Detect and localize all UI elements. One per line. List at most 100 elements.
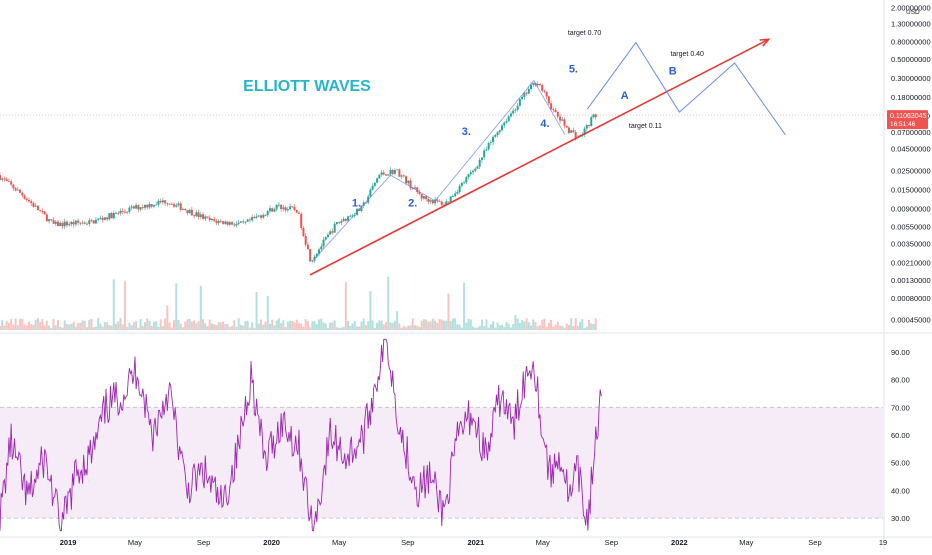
candle-body [61, 222, 64, 227]
volume-bar [155, 321, 158, 330]
candle-body [570, 130, 573, 133]
volume-bar [556, 321, 559, 330]
volume-bar [228, 327, 231, 330]
candle-body [7, 180, 10, 182]
candle-body [74, 220, 77, 225]
candle-body [79, 222, 82, 224]
candle-body [344, 218, 347, 221]
candle-body [159, 200, 162, 203]
volume-bar [110, 325, 113, 330]
volume-bar [61, 327, 64, 330]
rsi-tick-label: 90.00 [891, 348, 910, 357]
candle-body [561, 119, 564, 121]
candle-body [23, 195, 26, 199]
candle-body [391, 169, 394, 174]
candle-body [547, 96, 550, 104]
candle-body [309, 249, 312, 262]
candle-body [518, 99, 521, 106]
volume-bar [463, 282, 466, 330]
candle-body [59, 222, 62, 227]
volume-bar [574, 318, 577, 330]
volume-bar [115, 323, 118, 330]
candle-body [387, 174, 390, 176]
last-price-tag [887, 110, 928, 130]
volume-bar [126, 326, 129, 330]
volume-bar [144, 322, 147, 330]
candle-body [480, 157, 483, 160]
candle-body [349, 215, 352, 217]
candle-body [427, 199, 430, 202]
candle-body [222, 221, 225, 224]
volume-bar [389, 322, 392, 330]
volume-bar [235, 326, 238, 330]
time-tick-label: 2020 [263, 538, 280, 547]
volume-bar [458, 324, 461, 330]
volume-bar [559, 325, 562, 330]
wave-label: 1. [352, 197, 361, 209]
volume-bar [173, 319, 176, 330]
time-tick-label: Sep [401, 538, 414, 547]
candle-body [541, 85, 544, 91]
volume-bar [340, 327, 343, 330]
candle-body [583, 128, 586, 135]
volume-bar [583, 327, 586, 330]
volume-bar [74, 326, 77, 330]
volume-bar [117, 321, 120, 330]
volume-bar [393, 320, 396, 330]
candle-body [445, 201, 448, 206]
volume-bar [231, 325, 234, 330]
volume-bar [137, 327, 140, 330]
candle-body [458, 185, 461, 193]
candle-body [248, 219, 251, 221]
volume-bar [436, 322, 439, 330]
volume-bar [208, 319, 211, 330]
volume-bar [83, 320, 86, 330]
candle-body [204, 216, 207, 219]
volume-bar [177, 319, 180, 330]
trendline [309, 38, 770, 276]
candle-body [99, 217, 102, 219]
candle-body [472, 170, 475, 173]
volume-bar [516, 318, 519, 330]
price-tick-label: 0.30000000 [891, 74, 931, 83]
volume-bar [309, 327, 312, 330]
volume-bar [349, 326, 352, 330]
candle-body [152, 205, 155, 207]
volume-bar [79, 322, 82, 330]
volume-bar [476, 327, 479, 330]
volume-bar [128, 322, 131, 330]
volume-bar [333, 320, 336, 330]
candle-body [538, 83, 541, 86]
volume-bar [139, 319, 142, 330]
volume-bar [326, 327, 329, 330]
rsi-tick-label: 70.00 [891, 403, 910, 412]
volume-bar [311, 321, 314, 330]
volume-bar [280, 323, 283, 330]
candle-body [28, 199, 31, 202]
volume-bar [420, 320, 423, 330]
target-label: target 0.40 [670, 51, 704, 58]
volume-bar [0, 325, 1, 330]
candle-body [286, 209, 289, 211]
price-tick-label: 0.00045000 [891, 316, 931, 325]
volume-bar [273, 325, 276, 330]
volume-bar [409, 325, 412, 330]
volume-bar [103, 321, 106, 330]
volume-bar [521, 320, 524, 330]
volume-bar [467, 318, 470, 330]
volume-bar [376, 323, 379, 330]
volume-bar [434, 320, 437, 330]
candle-body [574, 132, 577, 138]
volume-bar [219, 322, 222, 330]
volume-bar [119, 318, 122, 330]
candle-body [338, 222, 341, 223]
volume-bar [88, 319, 91, 330]
candle-body [523, 92, 526, 97]
last-price-countdown: 16:51:46 [890, 121, 916, 128]
candle-body [271, 208, 274, 212]
volume-bar [344, 281, 347, 330]
volume-bar [157, 326, 160, 330]
volume-bar [454, 318, 457, 330]
candle-body [19, 189, 22, 193]
volume-bar [77, 323, 80, 330]
